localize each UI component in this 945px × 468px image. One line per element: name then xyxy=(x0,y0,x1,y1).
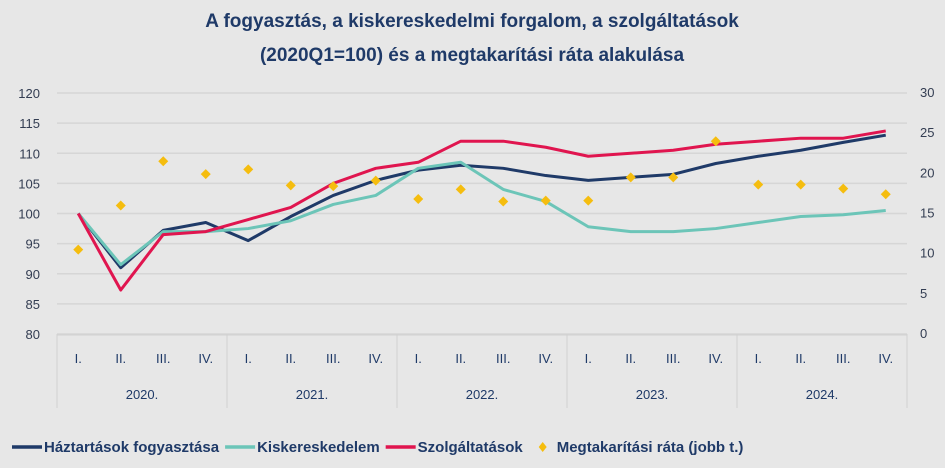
savings-rate-point xyxy=(625,172,636,183)
savings-rate-point xyxy=(285,180,296,191)
savings-rate-point xyxy=(880,189,891,200)
left-axis-tick: 110 xyxy=(19,146,40,161)
right-axis-tick: 0 xyxy=(920,326,927,341)
savings-rate-point xyxy=(795,179,806,190)
savings-rate-point xyxy=(73,244,84,255)
left-axis-tick: 95 xyxy=(26,237,40,252)
savings-rate-point xyxy=(115,200,126,211)
quarter-label: III. xyxy=(496,351,510,366)
quarter-label: II. xyxy=(795,351,806,366)
right-axis-tick: 15 xyxy=(920,206,934,221)
legend-label: Szolgáltatások xyxy=(418,439,524,456)
savings-rate-point xyxy=(498,196,509,207)
savings-rate-point xyxy=(838,183,849,194)
savings-rate-point xyxy=(455,184,466,195)
right-axis-tick: 5 xyxy=(920,286,927,301)
left-axis-tick: 90 xyxy=(26,267,40,282)
quarter-label: IV. xyxy=(878,351,893,366)
savings-rate-point xyxy=(370,175,381,186)
left-axis-tick: 120 xyxy=(18,86,40,101)
quarter-label: I. xyxy=(245,351,252,366)
quarter-label: II. xyxy=(115,351,126,366)
savings-rate-point xyxy=(753,179,764,190)
left-axis-tick: 105 xyxy=(18,176,40,191)
right-axis-tick: 25 xyxy=(920,125,934,140)
savings-rate-point xyxy=(710,136,721,147)
savings-rate-point xyxy=(243,164,254,175)
legend-label: Megtakarítási ráta (jobb t.) xyxy=(557,439,744,456)
quarter-label: II. xyxy=(455,351,466,366)
legend-label: Kiskereskedelem xyxy=(257,439,380,456)
series-line-0 xyxy=(77,133,887,270)
quarter-label: III. xyxy=(666,351,680,366)
left-axis-tick: 85 xyxy=(26,297,40,312)
legend-swatch xyxy=(538,442,547,452)
quarter-label: I. xyxy=(415,351,422,366)
savings-rate-point xyxy=(583,195,594,206)
quarter-label: II. xyxy=(625,351,636,366)
quarter-label: IV. xyxy=(198,351,213,366)
savings-rate-point xyxy=(540,195,551,206)
savings-rate-point xyxy=(328,181,339,192)
series-line-2 xyxy=(76,129,887,292)
quarter-label: I. xyxy=(585,351,592,366)
savings-rate-point xyxy=(413,194,424,205)
quarter-label: III. xyxy=(836,351,850,366)
year-label: 2024. xyxy=(806,387,839,402)
savings-rate-point xyxy=(200,169,211,180)
left-axis-tick: 80 xyxy=(26,327,40,342)
right-axis-tick: 20 xyxy=(920,165,934,180)
legend-label: Háztartások fogyasztása xyxy=(44,439,220,456)
savings-rate-point xyxy=(158,156,169,167)
left-axis-tick: 115 xyxy=(19,116,40,131)
left-axis-tick: 100 xyxy=(18,207,40,222)
year-label: 2020. xyxy=(126,387,159,402)
right-axis-tick: 10 xyxy=(920,246,934,261)
quarter-label: III. xyxy=(326,351,340,366)
year-label: 2022. xyxy=(466,387,499,402)
savings-rate-point xyxy=(668,172,679,183)
year-label: 2023. xyxy=(636,387,669,402)
chart-title-line-1: A fogyasztás, a kiskereskedelmi forgalom… xyxy=(205,11,739,32)
quarter-label: IV. xyxy=(708,351,723,366)
quarter-label: IV. xyxy=(368,351,383,366)
quarter-label: I. xyxy=(755,351,762,366)
quarter-label: II. xyxy=(285,351,296,366)
right-axis-tick: 30 xyxy=(920,85,934,100)
quarter-label: IV. xyxy=(538,351,553,366)
year-label: 2021. xyxy=(296,387,329,402)
quarter-label: I. xyxy=(75,351,82,366)
quarter-label: III. xyxy=(156,351,170,366)
chart-title-line-2: (2020Q1=100) és a megtakarítási ráta ala… xyxy=(260,45,685,66)
